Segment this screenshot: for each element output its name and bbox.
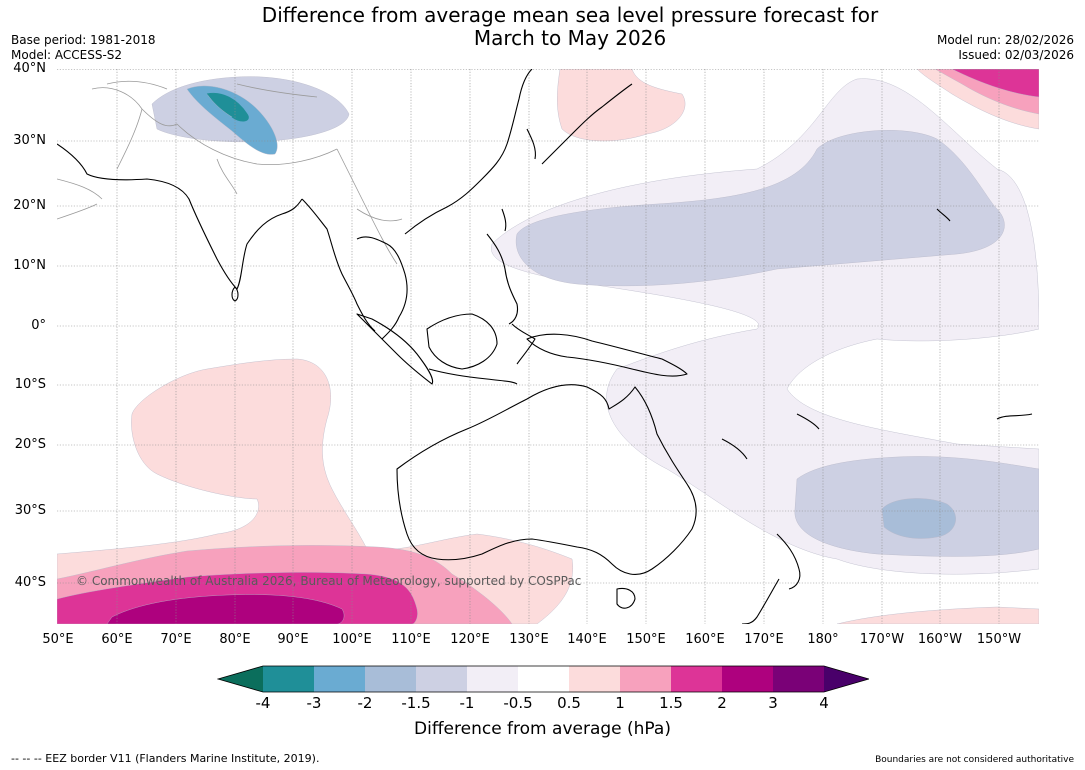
- coast-new-zealand-south: [741, 578, 780, 624]
- colorbar-bin: [722, 666, 773, 692]
- lat-label: 20°S: [14, 437, 46, 452]
- lon-label: 80°E: [219, 632, 251, 647]
- coast-japan: [541, 83, 633, 165]
- coast-new-zealand-north: [776, 533, 801, 590]
- coast-philippines: [486, 233, 519, 325]
- very-strong-positive-region: [106, 594, 345, 624]
- coast-tasmania: [616, 587, 636, 609]
- meta-left: Base period: 1981-2018 Model: ACCESS-S2: [11, 33, 156, 63]
- anomaly-shading: [57, 69, 1039, 624]
- weak-negative-region: [515, 130, 1005, 287]
- coast-arabia-india: [57, 143, 303, 290]
- colorbar-bin: [518, 666, 569, 692]
- coast-sulawesi: [511, 323, 536, 365]
- title-line-1: Difference from average mean sea level p…: [261, 3, 879, 27]
- lon-label: 140°E: [567, 632, 607, 647]
- colorbar-bin: [314, 666, 365, 692]
- boundary-disclaimer: Boundaries are not considered authoritat…: [875, 755, 1074, 765]
- colorbar-label: Difference from average (hPa): [414, 719, 671, 739]
- coast-java: [428, 368, 518, 385]
- lat-label: 10°N: [13, 258, 46, 273]
- coast-korea: [526, 128, 536, 160]
- negative-blob-tibet-strong: [186, 85, 278, 155]
- colorbar-tick: 4: [819, 694, 829, 712]
- lon-label: 60°E: [101, 632, 133, 647]
- colorbar-tick: -3: [306, 694, 322, 712]
- colorbar-bin: [467, 666, 518, 692]
- coast-bay-bengal: [301, 198, 376, 332]
- eez-border-note: -- -- -- EEZ border V11 (Flanders Marine…: [11, 752, 320, 765]
- coast-sri-lanka: [231, 286, 239, 302]
- copyright-notice: © Commonwealth of Australia 2026, Bureau…: [76, 574, 582, 588]
- lat-label: 10°S: [14, 377, 46, 392]
- lon-label: 110°E: [391, 632, 431, 647]
- lat-label: 30°N: [13, 133, 46, 148]
- lon-label: 100°E: [332, 632, 372, 647]
- coastlines: [57, 69, 1033, 624]
- tibet-contours: [206, 92, 249, 122]
- coast-australia: [396, 384, 697, 575]
- coast-sumatra: [356, 313, 434, 385]
- colorbar-bin: [569, 666, 620, 692]
- issued-text: Issued: 02/03/2026: [958, 48, 1074, 62]
- lat-label: 20°N: [13, 198, 46, 213]
- model-text: Model: ACCESS-S2: [11, 48, 123, 62]
- lon-label: 130°E: [509, 632, 549, 647]
- model-run-text: Model run: 28/02/2026: [936, 33, 1074, 47]
- colorbar-bin: [416, 666, 467, 692]
- colorbar-extend-high: [824, 666, 869, 692]
- colorbar-tick: 2: [717, 694, 727, 712]
- lat-label: 40°S: [14, 575, 46, 590]
- lon-label: 170°E: [744, 632, 784, 647]
- lon-label: 70°E: [160, 632, 192, 647]
- colorbar-tick: 0.5: [557, 694, 581, 712]
- colorbar-tick: -1: [459, 694, 475, 712]
- colorbar-bin: [263, 666, 314, 692]
- colorbar-tick: 1: [615, 694, 625, 712]
- lat-label: 30°S: [14, 503, 46, 518]
- colorbar-tick: -4: [255, 694, 271, 712]
- coast-china: [404, 69, 533, 235]
- chart-title: Difference from average mean sea level p…: [200, 4, 940, 50]
- colorbar-bin: [671, 666, 722, 692]
- lon-label: 50°E: [42, 632, 74, 647]
- graticule: [57, 69, 1039, 624]
- lon-label: 160°W: [917, 632, 963, 647]
- positive-region-southeast: [836, 606, 1039, 624]
- lon-label: 170°W: [859, 632, 905, 647]
- strong-positive-region-ne: [951, 69, 1039, 98]
- colorbar-extend-low: [218, 666, 263, 692]
- colorbar-outline: [217, 665, 869, 693]
- coast-taiwan: [501, 208, 507, 232]
- lat-label: 40°N: [13, 61, 46, 76]
- colorbar-bin: [365, 666, 416, 692]
- positive-region-north: [557, 69, 686, 142]
- colorbar-tick: 1.5: [659, 694, 683, 712]
- colorbar-tick: 3: [768, 694, 778, 712]
- country-borders: [57, 80, 403, 265]
- lon-label: 150°W: [976, 632, 1022, 647]
- base-period-text: Base period: 1981-2018: [11, 33, 156, 47]
- colorbar-tick: -1.5: [401, 694, 431, 712]
- coast-new-guinea: [526, 333, 688, 377]
- lon-label: 160°E: [685, 632, 725, 647]
- colorbar-tick: -0.5: [503, 694, 533, 712]
- colorbar: [217, 665, 869, 693]
- lat-label: 0°: [31, 318, 46, 333]
- pressure-anomaly-map: [57, 69, 1039, 624]
- meta-right: Model run: 28/02/2026 Issued: 02/03/2026: [937, 33, 1074, 63]
- coast-pacific-islands: [721, 208, 1033, 460]
- lon-label: 150°E: [626, 632, 666, 647]
- lon-label: 90°E: [277, 632, 309, 647]
- colorbar-bin: [773, 666, 824, 692]
- colorbar-bin: [620, 666, 671, 692]
- colorbar-tick: -2: [357, 694, 373, 712]
- moderate-negative-region: [881, 498, 956, 539]
- title-line-2: March to May 2026: [473, 26, 667, 50]
- lon-label: 120°E: [450, 632, 490, 647]
- coast-borneo: [426, 313, 498, 370]
- coast-indochina: [356, 236, 408, 340]
- lon-label: 180°: [807, 632, 839, 647]
